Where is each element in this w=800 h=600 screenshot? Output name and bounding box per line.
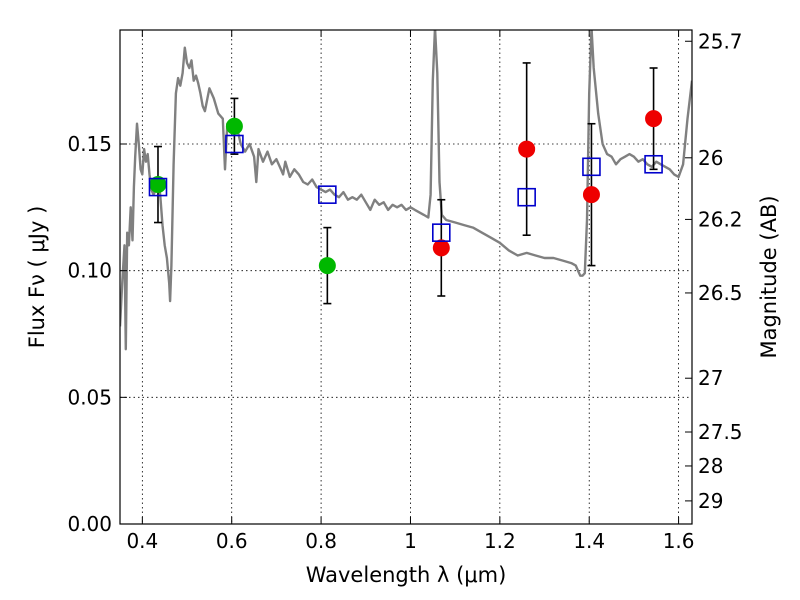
model-points <box>148 134 663 242</box>
red-observed-point <box>432 239 450 257</box>
right-tick-label: 25.7 <box>698 29 743 53</box>
x-tick-label: 1 <box>404 529 417 553</box>
y-tick-label: 0.15 <box>67 132 112 156</box>
right-tick-label: 26 <box>698 146 723 170</box>
x-tick-label: 1.6 <box>663 529 695 553</box>
x-tick-label: 0.4 <box>126 529 158 553</box>
x-axis-ticks: 0.4 0.6 0.8 1 1.2 1.4 1.6 <box>126 30 695 553</box>
x-tick-label: 1.4 <box>573 529 605 553</box>
red-observed-point <box>518 140 536 158</box>
red-observed-point <box>582 186 600 204</box>
sed-curve <box>120 30 692 351</box>
plot-frame <box>119 29 693 525</box>
observed-points <box>149 110 663 275</box>
model-point <box>432 223 451 242</box>
model-point <box>517 187 536 207</box>
y-tick-label: 0.10 <box>67 259 112 283</box>
model-point <box>582 157 601 177</box>
right-tick-label: 28 <box>698 454 723 478</box>
model-point <box>644 154 663 174</box>
y-axis-ticks: 0.00 0.05 0.10 0.15 <box>67 132 127 536</box>
y-tick-label: 0.05 <box>67 385 112 409</box>
green-observed-point <box>318 257 336 275</box>
green-observed-point <box>225 117 243 135</box>
red-observed-point <box>645 110 663 128</box>
sed-layer <box>120 30 692 351</box>
model-point <box>318 185 337 204</box>
error-bars <box>153 62 658 305</box>
x-axis-label: Wavelength λ (μm) <box>306 563 507 587</box>
x-tick-label: 0.6 <box>216 529 248 553</box>
model-point <box>225 134 244 154</box>
x-tick-label: 1.2 <box>484 529 516 553</box>
right-tick-label: 26.5 <box>698 281 743 305</box>
right-axis-ticks: 25.7 26 26.2 26.5 27 27.5 28 29 <box>685 29 743 513</box>
right-tick-label: 26.2 <box>698 207 743 231</box>
right-tick-label: 27.5 <box>698 420 743 444</box>
y-tick-label: 0.00 <box>67 512 112 536</box>
x-tick-label: 0.8 <box>305 529 337 553</box>
model-point <box>148 177 168 197</box>
right-axis-label: Magnitude (AB) <box>757 195 781 358</box>
right-tick-label: 27 <box>698 366 723 390</box>
right-tick-label: 29 <box>698 489 723 513</box>
y-axis-label: Flux Fν ( μJy ) <box>25 206 49 349</box>
